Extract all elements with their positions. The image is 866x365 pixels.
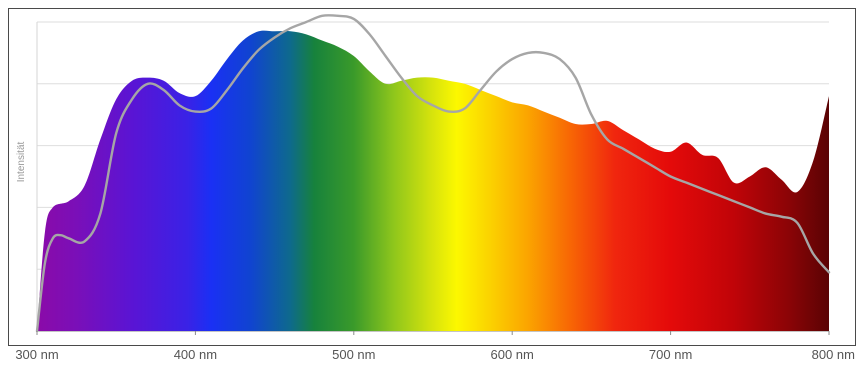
x-tick-labels: 300 nm 400 nm 500 nm 600 nm 700 nm 800 nm xyxy=(15,331,855,362)
intensity-line-series xyxy=(35,14,831,333)
x-tick-label-600: 600 nm xyxy=(491,347,534,362)
y-axis-label: Intensität xyxy=(16,141,27,182)
spectrum-area xyxy=(37,30,829,331)
intensity-line xyxy=(35,14,831,333)
x-tick-label-500: 500 nm xyxy=(332,347,375,362)
x-tick-label-700: 700 nm xyxy=(649,347,692,362)
spectrum-area-series xyxy=(37,30,829,331)
x-tick-label-300: 300 nm xyxy=(15,347,58,362)
x-tick-label-400: 400 nm xyxy=(174,347,217,362)
x-tick-label-800: 800 nm xyxy=(812,347,855,362)
